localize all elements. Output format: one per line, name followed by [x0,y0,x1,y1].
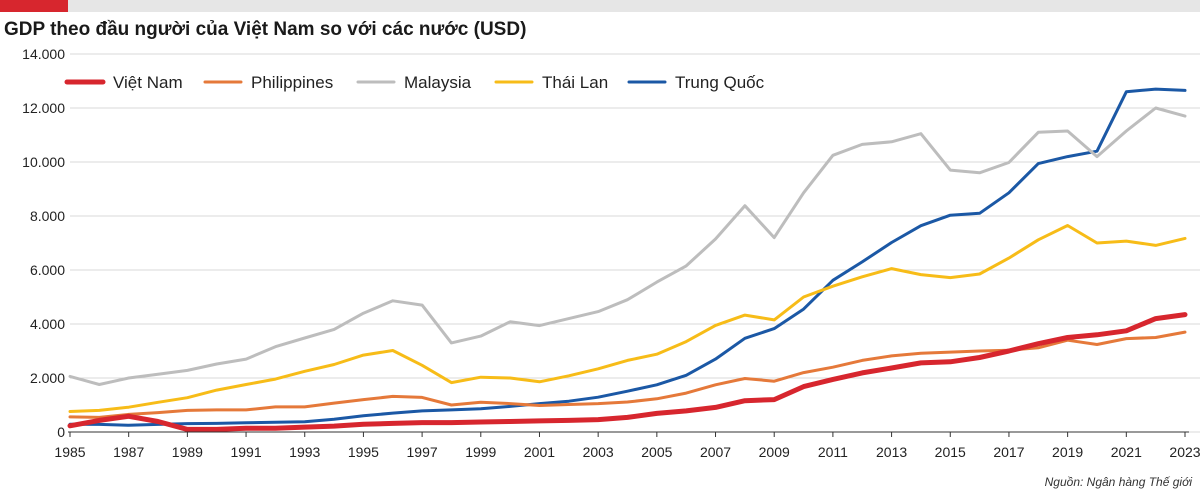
y-tick-label: 6.000 [30,262,65,278]
y-tick-label: 14.000 [22,46,65,62]
x-tick-label: 1999 [465,444,496,460]
series-line-1 [68,330,1187,419]
x-tick-label: 1985 [54,444,85,460]
x-tick-label: 1987 [113,444,144,460]
x-tick-label: 2019 [1052,444,1083,460]
y-tick-label: 8.000 [30,208,65,224]
source-note: Nguồn: Ngân hàng Thế giới [1044,475,1192,489]
y-tick-label: 10.000 [22,154,65,170]
x-tick-label: 2011 [818,444,848,460]
series-line-3 [68,224,1187,413]
x-tick-label: 2007 [700,444,731,460]
x-tick-label: 2009 [759,444,790,460]
y-tick-label: 0 [57,424,65,440]
legend-label-2: Malaysia [404,73,472,92]
x-tick-label: 1997 [407,444,438,460]
legend-label-1: Philippines [251,73,333,92]
x-tick-label: 2003 [583,444,614,460]
x-tick-label: 1991 [230,444,261,460]
series-line-0 [67,312,1188,432]
x-tick-label: 1989 [172,444,203,460]
x-tick-label: 2005 [641,444,672,460]
x-tick-label: 1993 [289,444,320,460]
y-tick-label: 2.000 [30,370,65,386]
series-line-4 [68,87,1187,427]
legend-label-3: Thái Lan [542,73,608,92]
x-tick-label: 2001 [524,444,555,460]
top-bar-grey-strip [68,0,1200,12]
chart-title: GDP theo đầu người của Việt Nam so với c… [4,19,527,40]
x-tick-label: 2013 [876,444,907,460]
x-tick-label: 2023 [1169,444,1200,460]
x-tick-label: 2017 [993,444,1024,460]
series-line-2 [68,106,1187,386]
x-tick-label: 2021 [1111,444,1142,460]
top-bar-red-block [0,0,68,12]
x-tick-label: 1995 [348,444,379,460]
top-accent-bar [0,0,1200,12]
x-tick-label: 2015 [935,444,966,460]
y-tick-label: 4.000 [30,316,65,332]
legend-label-0: Việt Nam [113,73,183,92]
y-tick-label: 12.000 [22,100,65,116]
legend-label-4: Trung Quốc [675,73,765,92]
